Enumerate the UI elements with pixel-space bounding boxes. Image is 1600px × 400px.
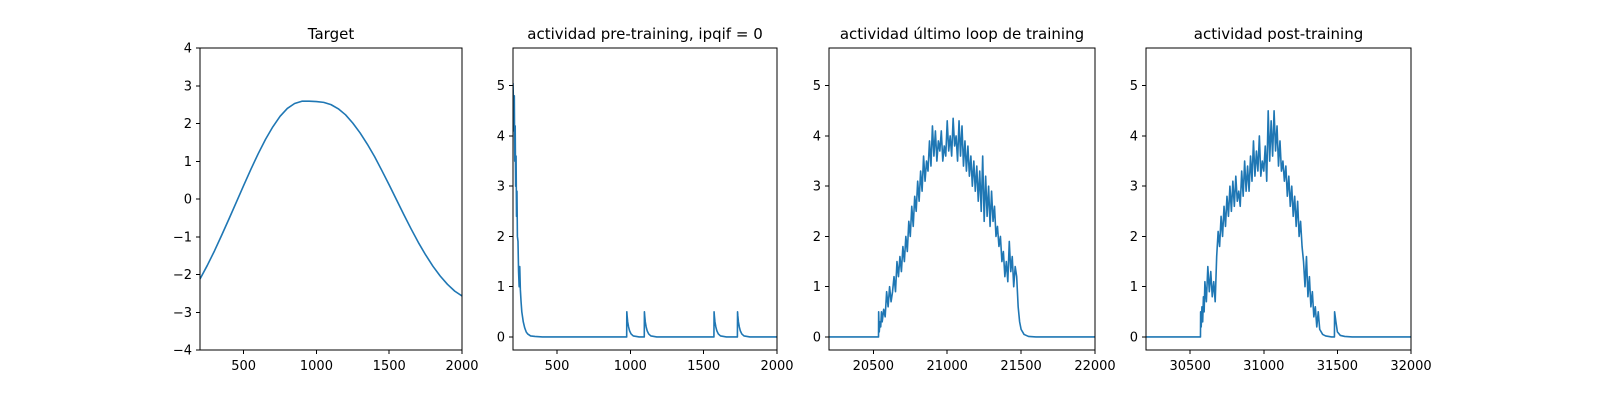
y-tick-label: 2: [813, 230, 821, 245]
data-series-line: [513, 83, 777, 338]
y-tick-label: 1: [497, 280, 505, 295]
x-tick-label: 31500: [1317, 359, 1358, 374]
x-tick-label: 30500: [1169, 359, 1210, 374]
y-tick-label: −1: [173, 230, 192, 245]
subplot-2: actividad pre-training, ipqif = 0 500 1000…: [497, 25, 794, 374]
y-tick-label: 1: [813, 280, 821, 295]
y-tick-label: 3: [497, 180, 505, 195]
x-tick-label: 2000: [445, 359, 478, 374]
y-tick-label: 0: [813, 330, 821, 345]
y-tick-label: 2: [497, 230, 505, 245]
x-tick-label: 21500: [1000, 359, 1041, 374]
x-tick-label: 1500: [687, 359, 720, 374]
x-tick-label: 1000: [614, 359, 647, 374]
y-tick-label: 3: [813, 180, 821, 195]
x-tick-label: 2000: [760, 359, 793, 374]
y-tick-label: 4: [497, 129, 505, 144]
y-tick-label: 5: [497, 79, 505, 94]
x-tick-label: 21000: [927, 359, 968, 374]
x-tick-label: 20500: [853, 359, 894, 374]
x-tick-label: 32000: [1390, 359, 1431, 374]
axes-frame: [828, 47, 1096, 351]
x-tick-label: 500: [231, 359, 256, 374]
y-tick-label: 0: [497, 330, 505, 345]
y-tick-label: 0: [184, 193, 192, 208]
subplot-title: Target: [307, 25, 355, 43]
y-tick-label: −4: [173, 344, 192, 359]
x-tick-label: 1500: [373, 359, 406, 374]
x-tick-label: 1000: [300, 359, 333, 374]
y-tick-label: 4: [1130, 129, 1138, 144]
data-series-line: [1146, 110, 1411, 338]
x-tick-label: 31000: [1243, 359, 1284, 374]
subplot-title: actividad pre-training, ipqif = 0: [527, 25, 763, 43]
y-tick-label: 2: [1130, 230, 1138, 245]
y-tick-label: 5: [1130, 79, 1138, 94]
y-tick-label: 2: [184, 117, 192, 132]
y-tick-label: 5: [813, 79, 821, 94]
y-tick-label: 0: [1130, 330, 1138, 345]
y-tick-label: 3: [184, 79, 192, 94]
y-tick-label: −2: [173, 268, 192, 283]
data-series-line: [829, 117, 1095, 338]
axes-frame: [512, 47, 778, 351]
y-tick-label: −3: [173, 306, 192, 321]
y-tick-label: 1: [1130, 280, 1138, 295]
data-series-line: [200, 100, 462, 297]
y-tick-label: 3: [1130, 180, 1138, 195]
axes-frame: [1145, 47, 1412, 351]
subplot-title: actividad post-training: [1194, 25, 1363, 43]
y-tick-label: 4: [813, 129, 821, 144]
subplot-1: Target 500 1000 1500 2000 −4 −3 −2 −1 0 1 2 3 4: [173, 25, 479, 374]
y-tick-label: 4: [184, 42, 192, 57]
x-tick-label: 22000: [1074, 359, 1115, 374]
subplot-title: actividad último loop de training: [840, 25, 1084, 43]
y-tick-label: 1: [184, 155, 192, 170]
x-tick-label: 500: [545, 359, 570, 374]
axes-frame: [199, 47, 463, 351]
